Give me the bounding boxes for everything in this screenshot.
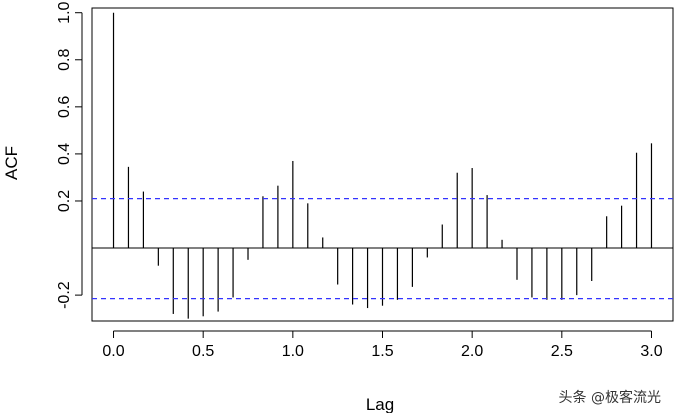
y-tick-label: 0.6 — [56, 96, 73, 118]
y-tick-label: 0.8 — [56, 49, 73, 71]
y-tick-label: 1.0 — [56, 1, 73, 23]
acf-bars — [92, 12, 673, 319]
x-axis-title: Lag — [366, 395, 394, 413]
y-tick-label: 0.4 — [56, 143, 73, 165]
y-axis-title: ACF — [2, 146, 21, 180]
x-tick-label: 2.0 — [461, 343, 483, 360]
y-tick-label: -0.2 — [56, 281, 73, 309]
y-tick-label: 0.2 — [56, 190, 73, 212]
axes: 0.0 0.5 1.0 1.5 2.0 2.5 3.0 -0.2 0.2 0.4 0.6 0.8 1.0 — [56, 1, 663, 360]
x-tick-label: 0.5 — [192, 343, 214, 360]
x-tick-label: 1.5 — [371, 343, 393, 360]
x-tick-label: 0.0 — [102, 343, 124, 360]
watermark: 头条 @极客流光 — [558, 390, 661, 406]
confidence-bounds — [92, 198, 673, 300]
x-tick-label: 2.5 — [551, 343, 573, 360]
x-tick-label: 1.0 — [282, 343, 304, 360]
x-tick-label: 3.0 — [640, 343, 662, 360]
plot-frame — [91, 7, 674, 322]
